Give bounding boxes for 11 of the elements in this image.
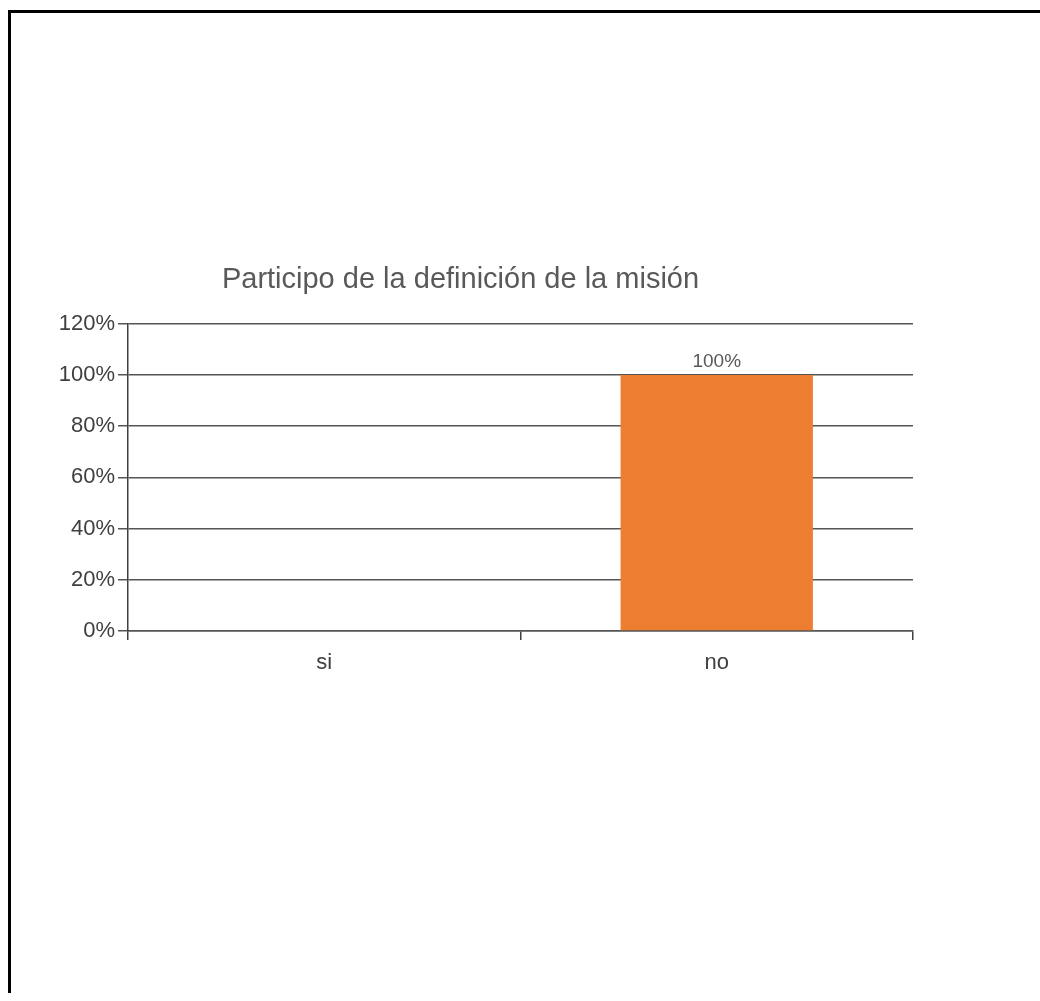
x-tick-label: no	[704, 649, 729, 675]
x-tick-label: si	[316, 649, 333, 675]
y-tick-label: 20%	[70, 565, 115, 591]
data-label: 100%	[692, 349, 742, 371]
chart-title: Participo de la definición de la misión	[221, 262, 700, 295]
y-tick-label: 100%	[58, 361, 115, 387]
y-tick-label: 40%	[70, 514, 115, 540]
y-tick-label: 0%	[83, 617, 115, 643]
y-tick-label: 60%	[70, 463, 115, 489]
y-tick-label: 80%	[70, 412, 115, 438]
y-tick-label: 120%	[58, 309, 115, 335]
